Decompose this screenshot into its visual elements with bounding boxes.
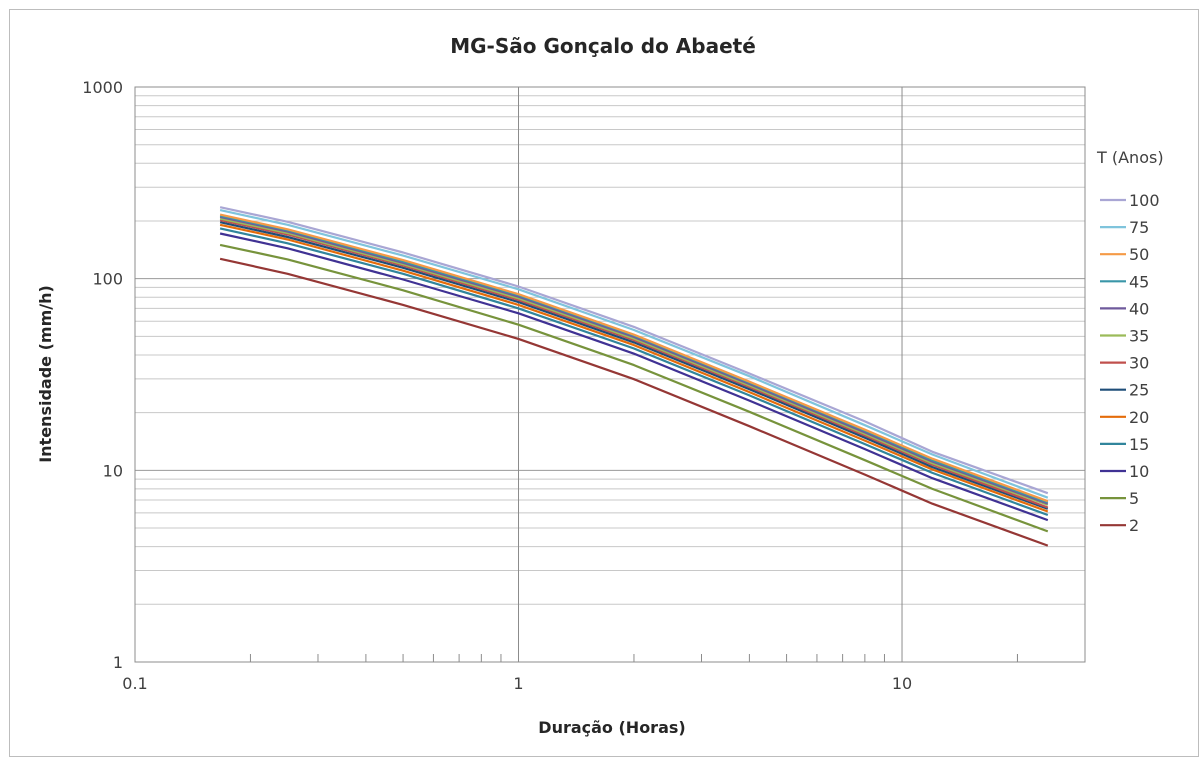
y-axis-title: Intensidade (mm/h) — [36, 285, 55, 463]
y-tick-labels: 1 10 100 1000 — [82, 78, 123, 672]
series-line-40 — [219, 215, 1049, 505]
legend-label-40: 40 — [1129, 299, 1149, 318]
grid — [134, 86, 1085, 663]
legend-label-30: 30 — [1129, 354, 1149, 373]
legend-label-25: 25 — [1129, 381, 1149, 400]
legend-label-45: 45 — [1129, 272, 1149, 291]
series-line-30 — [219, 219, 1049, 509]
x-tick-label: 1 — [513, 674, 523, 693]
y-tick-label: 10 — [103, 461, 123, 480]
series-line-15 — [219, 227, 1049, 517]
x-tick-label: 0.1 — [122, 674, 147, 693]
x-tick-labels: 0.1 1 10 — [122, 674, 912, 693]
chart-frame — [9, 9, 1199, 757]
legend-label-2: 2 — [1129, 516, 1139, 535]
x-tick-label: 10 — [892, 674, 912, 693]
legend-title: T (Anos) — [1096, 148, 1164, 167]
legend-label-50: 50 — [1129, 245, 1149, 264]
legend: T (Anos) 100 75 50 45 40 35 30 25 20 15 10 5 2 — [1096, 148, 1164, 535]
series-line-100 — [219, 206, 1049, 495]
x-axis-title: Duração (Horas) — [538, 718, 685, 737]
series-line-2 — [219, 257, 1049, 547]
legend-label-100: 100 — [1129, 191, 1160, 210]
series-line-10 — [219, 232, 1049, 522]
legend-label-20: 20 — [1129, 408, 1149, 427]
series-line-50 — [219, 213, 1049, 503]
plot-area — [134, 86, 1086, 663]
series-line-5 — [219, 243, 1049, 533]
y-tick-label: 100 — [92, 270, 123, 289]
legend-label-15: 15 — [1129, 435, 1149, 454]
series-line-35 — [219, 217, 1049, 506]
legend-label-10: 10 — [1129, 462, 1149, 481]
legend-label-75: 75 — [1129, 218, 1149, 237]
series-layer — [219, 206, 1049, 547]
series-line-25 — [219, 221, 1049, 510]
chart-title: MG-São Gonçalo do Abaeté — [450, 34, 756, 58]
series-line-75 — [219, 209, 1049, 499]
legend-label-35: 35 — [1129, 327, 1149, 346]
series-line-20 — [219, 223, 1049, 513]
y-tick-label: 1000 — [82, 78, 123, 97]
legend-label-5: 5 — [1129, 489, 1139, 508]
y-tick-label: 1 — [113, 653, 123, 672]
plot-area-border — [134, 86, 1086, 663]
